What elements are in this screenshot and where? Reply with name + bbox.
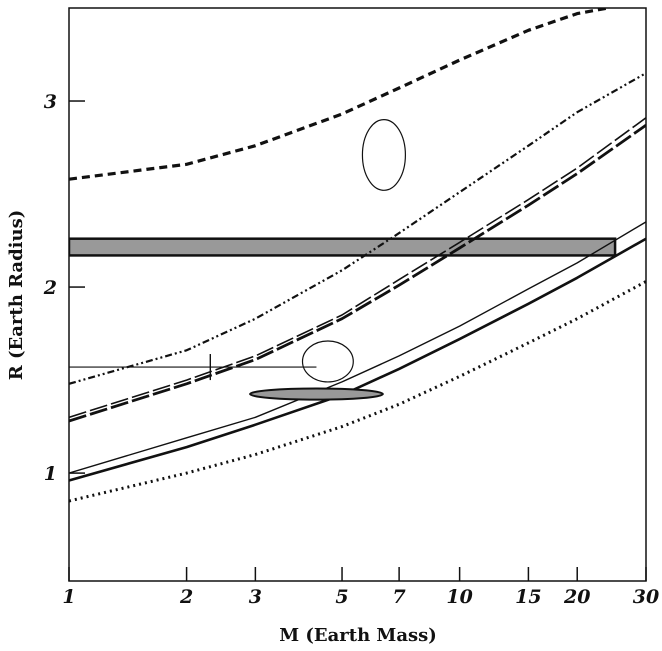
x-axis-title: M (Earth Mass) — [279, 625, 437, 646]
x-tick-label: 10 — [446, 586, 472, 608]
planet-radius-band — [69, 237, 617, 257]
x-tick-label: 5 — [335, 586, 348, 608]
x-tick-label: 7 — [392, 586, 405, 608]
x-tick-label: 30 — [633, 586, 659, 608]
series-line-dash-dot-dot — [69, 72, 646, 385]
series-line-solid-thick — [69, 237, 646, 482]
y-tick-label: 1 — [44, 463, 57, 485]
x-tick-label: 2 — [179, 586, 193, 608]
x-tick-label: 3 — [249, 586, 262, 608]
plot-area — [69, 8, 646, 503]
series-line-dotted — [69, 280, 646, 503]
x-tick-label: 15 — [515, 586, 541, 608]
y-axis-title: R (Earth Radius) — [6, 210, 27, 380]
y-tick-label: 2 — [43, 277, 57, 299]
series-line-long-dash-thin — [69, 117, 646, 419]
x-axis: 1 2 3 5 7 10 15 20 30 — [62, 567, 659, 608]
y-axis: 1 2 3 — [43, 91, 85, 485]
series-line-long-dash-thick — [69, 124, 646, 423]
filled-ellipse-marker — [249, 387, 384, 401]
x-tick-label: 1 — [62, 586, 75, 608]
x-tick-label: 20 — [563, 586, 590, 608]
series-line-solid-thin — [69, 221, 646, 474]
open-ellipse-marker — [301, 340, 354, 383]
open-ellipse-marker — [361, 119, 406, 191]
y-tick-label: 3 — [44, 91, 57, 113]
plot-frame — [68, 7, 647, 582]
series-line-dashed-thick — [69, 8, 609, 181]
